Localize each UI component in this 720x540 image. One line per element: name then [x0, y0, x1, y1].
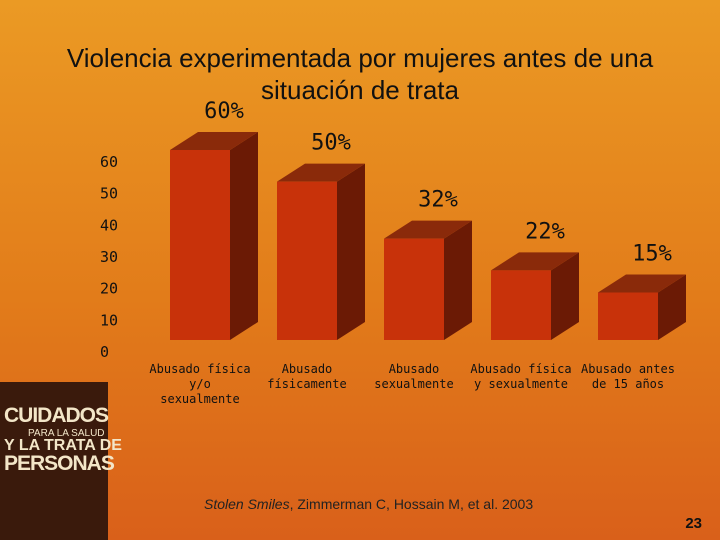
book-cover: CUIDADOS PARA LA SALUD Y LA TRATA DE PER… [0, 382, 122, 540]
value-label: 32% [418, 188, 458, 213]
source: Stolen Smiles, Zimmerman C, Hossain M, e… [204, 496, 533, 512]
y-tick-label: 30 [100, 248, 118, 266]
x-tick-label: Abusado antes de 15 años [581, 362, 675, 391]
chart-title: Violencia experimentada por mujeres ante… [66, 43, 654, 105]
x-tick-label: Abusado física y/o sexualmente [149, 362, 251, 406]
y-tick-label: 60 [100, 153, 118, 171]
page-number: 23 [685, 515, 702, 532]
bar-top [598, 274, 686, 293]
bar-front [170, 150, 230, 340]
bar-side [551, 252, 579, 340]
bar-top [384, 220, 472, 239]
bar [277, 163, 365, 340]
x-tick-label: Abusado física y sexualmente [470, 362, 572, 391]
cover-line: Y LA TRATA DE [4, 437, 122, 454]
y-tick-label: 0 [100, 343, 109, 361]
bar-side [230, 132, 258, 340]
bar-top [277, 163, 365, 182]
value-label: 60% [204, 99, 244, 124]
bar-top [170, 132, 258, 150]
cover-line: PARA LA SALUD [28, 428, 105, 439]
y-tick-label: 10 [100, 311, 118, 329]
y-tick-label: 40 [100, 216, 118, 234]
bar-top [491, 252, 579, 271]
value-label: 22% [525, 219, 565, 244]
bar [384, 220, 472, 340]
bar-front [384, 238, 444, 340]
y-tick-label: 20 [100, 280, 118, 298]
cover-line: CUIDADOS [4, 404, 109, 427]
cover-line: PERSONAS [4, 452, 115, 475]
x-tick-label: Abusado sexualmente [374, 362, 454, 391]
bar-front [598, 292, 658, 340]
y-tick-label: 50 [100, 185, 118, 203]
bar [598, 274, 686, 340]
bar [170, 132, 258, 340]
bar-front [491, 270, 551, 340]
bar-side [658, 274, 686, 340]
bar-side [444, 220, 472, 340]
bar-front [277, 181, 337, 340]
x-tick-label: Abusado físicamente [267, 362, 347, 391]
value-label: 50% [311, 131, 351, 156]
source-title: Stolen Smiles [204, 496, 290, 512]
source-text: , Zimmerman C, Hossain M, et al. 2003 [289, 496, 534, 512]
value-label: 15% [632, 242, 672, 267]
bar [491, 252, 579, 340]
bar-side [337, 163, 365, 340]
